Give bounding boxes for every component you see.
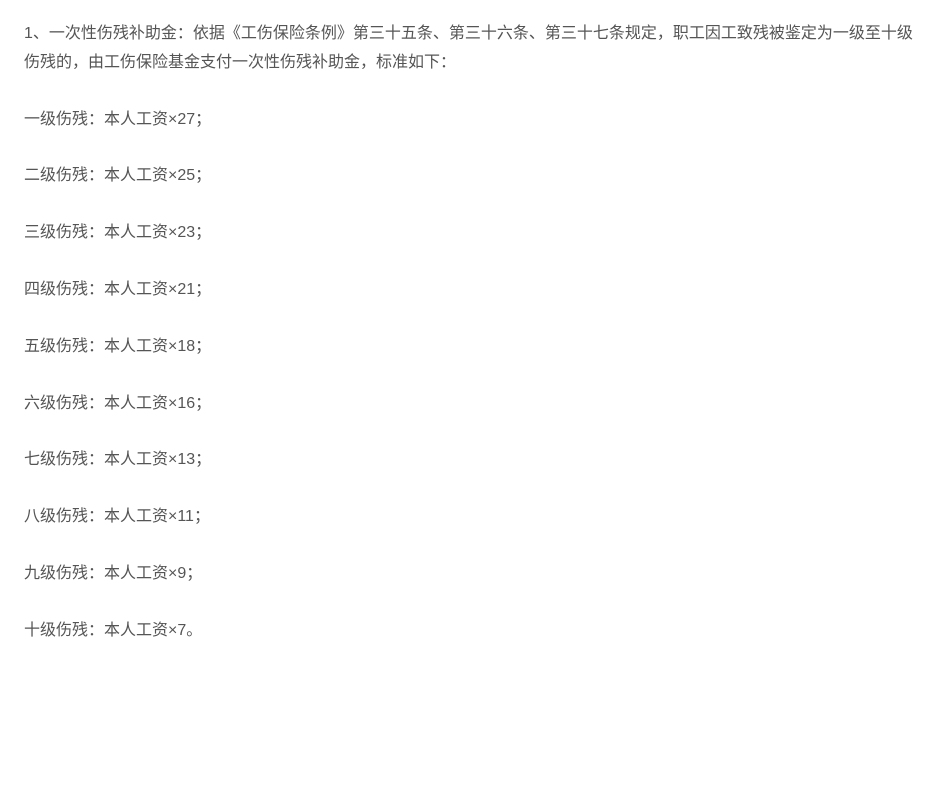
level-item: 八级伤残：本人工资×11；	[24, 503, 919, 532]
level-item: 四级伤残：本人工资×21；	[24, 276, 919, 305]
level-item: 六级伤残：本人工资×16；	[24, 390, 919, 419]
level-item: 一级伤残：本人工资×27；	[24, 106, 919, 135]
intro-paragraph: 1、一次性伤残补助金：依据《工伤保险条例》第三十五条、第三十六条、第三十七条规定…	[24, 20, 919, 78]
level-item: 十级伤残：本人工资×7。	[24, 617, 919, 646]
level-item: 七级伤残：本人工资×13；	[24, 446, 919, 475]
level-item: 二级伤残：本人工资×25；	[24, 162, 919, 191]
level-item: 三级伤残：本人工资×23；	[24, 219, 919, 248]
level-item: 五级伤残：本人工资×18；	[24, 333, 919, 362]
level-item: 九级伤残：本人工资×9；	[24, 560, 919, 589]
